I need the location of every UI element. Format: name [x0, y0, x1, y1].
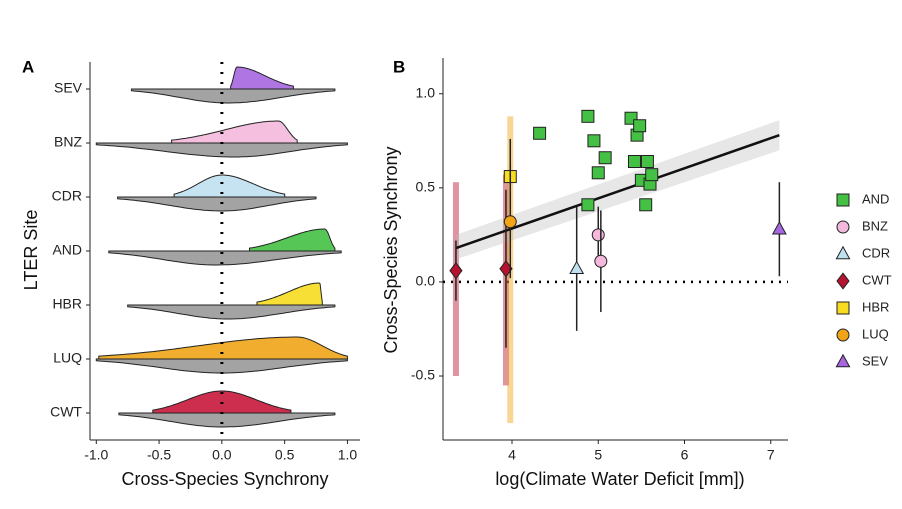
x-tick-label: 7 [767, 447, 775, 463]
y-tick-label: SEV [54, 80, 83, 96]
lower-density [117, 196, 317, 212]
marker [836, 272, 850, 290]
marker [449, 262, 463, 280]
lower-density [95, 358, 348, 374]
legend-label: HBR [862, 299, 889, 314]
lower-density [127, 304, 336, 320]
y-axis-title: LTER Site [21, 210, 41, 291]
panel-label: B [393, 57, 405, 76]
legend-label: BNZ [862, 218, 888, 233]
marker [633, 119, 647, 133]
marker [569, 260, 585, 275]
lower-density [130, 88, 336, 104]
lower-density [95, 142, 348, 158]
y-axis-title: Cross-Species Synchrony [381, 146, 401, 353]
x-tick-label: 0.0 [212, 447, 232, 463]
marker [836, 193, 850, 207]
y-tick-label: CDR [52, 188, 82, 204]
lower-density [118, 412, 336, 428]
x-tick-label: 5 [594, 447, 602, 463]
legend-label: CWT [862, 272, 892, 287]
marker [503, 215, 517, 229]
x-axis-title: log(Climate Water Deficit [mm]) [495, 469, 744, 489]
x-tick-label: 1.0 [338, 447, 358, 463]
x-axis-title: Cross-Species Synchrony [121, 469, 328, 489]
marker [836, 301, 850, 315]
upper-density [230, 66, 294, 90]
upper-density [171, 120, 298, 144]
marker [581, 198, 595, 212]
marker [836, 220, 850, 234]
marker [836, 328, 850, 342]
y-tick-label: 0.0 [416, 273, 436, 289]
marker [598, 151, 612, 165]
y-tick-label: BNZ [54, 134, 82, 150]
legend-label: SEV [862, 353, 888, 368]
x-tick-label: 0.5 [275, 447, 295, 463]
upper-density [256, 282, 323, 306]
y-tick-label: 0.5 [416, 179, 436, 195]
x-tick-label: -1.0 [84, 447, 108, 463]
marker [581, 109, 595, 123]
y-tick-label: 1.0 [416, 84, 436, 100]
marker [591, 228, 605, 242]
y-tick-label: LUQ [53, 350, 82, 366]
marker [640, 154, 654, 168]
marker [627, 154, 641, 168]
marker [645, 168, 659, 182]
legend-label: LUQ [862, 326, 889, 341]
marker [835, 353, 851, 368]
upper-density [173, 174, 286, 198]
upper-density [248, 228, 336, 252]
confidence-band [455, 120, 780, 260]
x-tick-label: -0.5 [147, 447, 171, 463]
marker [533, 126, 547, 140]
marker [587, 134, 601, 148]
upper-density [98, 336, 348, 360]
marker [594, 254, 608, 268]
panel-label: A [22, 57, 34, 76]
y-tick-label: -0.5 [411, 367, 435, 383]
marker [835, 245, 851, 260]
marker [771, 221, 787, 235]
marker [639, 198, 653, 212]
legend-label: CDR [862, 245, 890, 260]
lower-density [108, 250, 342, 266]
legend-label: AND [862, 191, 889, 206]
x-tick-label: 4 [508, 447, 516, 463]
x-tick-label: 6 [681, 447, 689, 463]
marker [591, 166, 605, 180]
y-tick-label: HBR [52, 296, 82, 312]
y-tick-label: AND [52, 242, 82, 258]
y-tick-label: CWT [50, 404, 82, 420]
